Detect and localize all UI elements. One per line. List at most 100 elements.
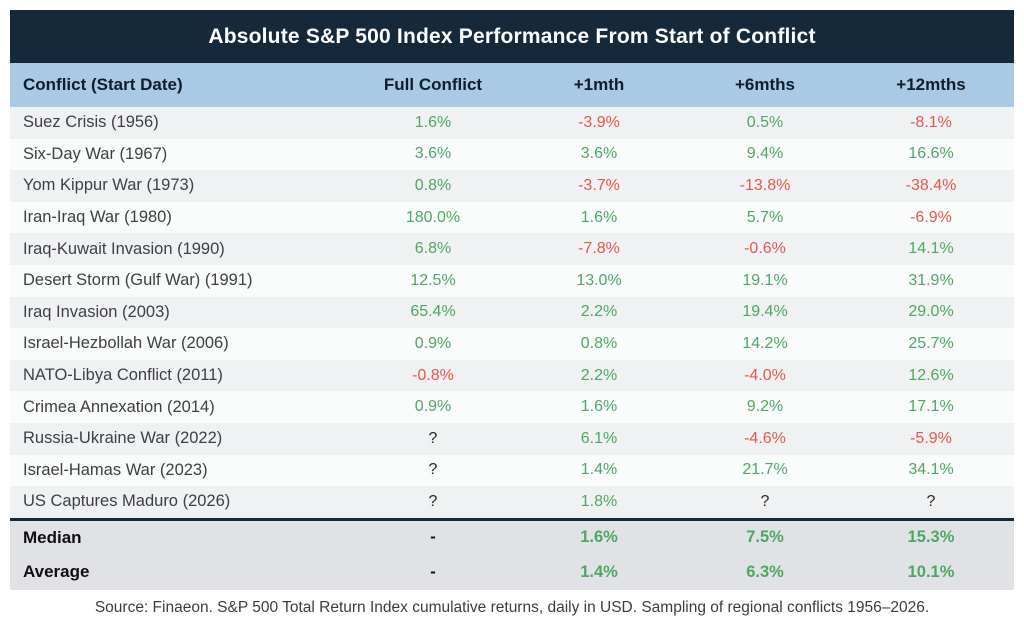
conflict-name-cell: Russia-Ukraine War (2022) bbox=[23, 429, 223, 448]
conflict-name-cell: Israel-Hezbollah War (2006) bbox=[23, 334, 229, 353]
summary-section: Median - 1.6% 7.5% 15.3% Average - 1.4% 6.3% 10.1… bbox=[10, 517, 1014, 590]
source-note: Source: Finaeon. S&P 500 Total Return In… bbox=[94, 598, 930, 616]
value-cell: ? bbox=[428, 492, 438, 510]
value-cell: 7.5% bbox=[746, 528, 784, 547]
value-cell: -3.9% bbox=[578, 113, 620, 131]
value-cell: -0.8% bbox=[412, 366, 454, 384]
value-cell: 3.6% bbox=[414, 145, 452, 163]
value-cell: 12.5% bbox=[410, 271, 456, 289]
table-row: Israel-Hamas War (2023)? 1.4% 21.7% 34.1% bbox=[10, 454, 1014, 487]
value-cell: 180.0% bbox=[405, 208, 461, 226]
conflict-performance-table: Absolute S&P 500 Index Performance From … bbox=[10, 10, 1014, 617]
summary-label-cell: Median bbox=[23, 527, 82, 547]
value-cell: 15.3% bbox=[907, 528, 955, 547]
value-cell: 9.4% bbox=[746, 145, 784, 163]
table-row: Crimea Annexation (2014) 0.9% 1.6% 9.2% 17.1… bbox=[10, 391, 1014, 423]
value-cell: 2.2% bbox=[580, 303, 618, 321]
conflict-name-cell: US Captures Maduro (2026) bbox=[23, 492, 231, 511]
value-cell: 13.0% bbox=[576, 271, 622, 289]
table-row: Desert Storm (Gulf War) (1991) 12.5% 13.0%… bbox=[10, 264, 1014, 297]
value-cell: - bbox=[430, 528, 436, 547]
value-cell: 34.1% bbox=[908, 461, 954, 479]
conflict-name-cell: Suez Crisis (1956) bbox=[23, 113, 159, 132]
value-cell: 14.2% bbox=[742, 334, 788, 352]
table-row: Israel-Hezbollah War (2006) 0.9% 0.8% 14.2%… bbox=[10, 328, 1014, 360]
conflict-name-cell: Israel-Hamas War (2023) bbox=[23, 460, 208, 479]
value-cell: 9.2% bbox=[746, 398, 784, 416]
value-cell: -7.8% bbox=[578, 240, 620, 258]
value-cell: 10.1% bbox=[907, 562, 955, 581]
value-cell: 19.4% bbox=[742, 303, 788, 321]
value-cell: 1.8% bbox=[580, 492, 618, 510]
value-cell: 21.7% bbox=[742, 461, 788, 479]
value-cell: 31.9% bbox=[908, 271, 954, 289]
conflict-name-cell: Iraq Invasion (2003) bbox=[23, 302, 170, 321]
value-cell: - bbox=[430, 562, 436, 581]
value-cell: -6.9% bbox=[910, 208, 952, 226]
value-cell: 0.8% bbox=[414, 176, 452, 194]
value-cell: 1.4% bbox=[580, 461, 618, 479]
summary-label-cell: Average bbox=[23, 562, 90, 582]
conflict-name-cell: Iraq-Kuwait Invasion (1990) bbox=[23, 239, 225, 258]
column-header-row: Conflict (Start Date) Full Conflict +1mt… bbox=[10, 63, 1014, 107]
value-cell: -0.6% bbox=[744, 240, 786, 258]
conflict-name-cell: Iran-Iraq War (1980) bbox=[23, 208, 172, 227]
table-row: Suez Crisis (1956) 1.6% -3.9% 0.5% -8.1% bbox=[10, 107, 1014, 139]
value-cell: 0.9% bbox=[414, 398, 452, 416]
value-cell: ? bbox=[428, 461, 438, 479]
value-cell: 1.6% bbox=[580, 208, 618, 226]
value-cell: 1.6% bbox=[580, 398, 618, 416]
conflict-name-cell: Crimea Annexation (2014) bbox=[23, 397, 215, 416]
value-cell: 5.7% bbox=[746, 208, 784, 226]
value-cell: 0.5% bbox=[746, 113, 784, 131]
value-cell: 6.8% bbox=[414, 240, 452, 258]
value-cell: ? bbox=[760, 492, 770, 510]
value-cell: 6.1% bbox=[580, 429, 618, 447]
value-cell: 1.6% bbox=[580, 528, 618, 547]
value-cell: -38.4% bbox=[905, 176, 957, 194]
page-title: Absolute S&P 500 Index Performance From … bbox=[208, 24, 816, 48]
table-row: Six-Day War (1967) 3.6% 3.6% 9.4% 16.6% bbox=[10, 138, 1014, 171]
value-cell: 65.4% bbox=[410, 303, 456, 321]
column-header-full-conflict: Full Conflict bbox=[383, 75, 483, 94]
value-cell: -5.9% bbox=[910, 429, 952, 447]
value-cell: ? bbox=[428, 429, 438, 447]
table-row: Iraq-Kuwait Invasion (1990) 6.8% -7.8% -0.6… bbox=[10, 233, 1014, 265]
table-row: Yom Kippur War (1973) 0.8% -3.7% -13.8% -38.… bbox=[10, 170, 1014, 202]
value-cell: -4.0% bbox=[744, 366, 786, 384]
value-cell: 0.9% bbox=[414, 334, 452, 352]
value-cell: 0.8% bbox=[580, 334, 618, 352]
value-cell: 6.3% bbox=[746, 562, 784, 581]
table-row: NATO-Libya Conflict (2011) -0.8% 2.2% -4.0%… bbox=[10, 359, 1014, 392]
conflict-name-cell: Desert Storm (Gulf War) (1991) bbox=[23, 271, 253, 290]
table-row: Iran-Iraq War (1980) 180.0% 1.6% 5.7% -6.9% bbox=[10, 201, 1014, 234]
value-cell: 1.4% bbox=[580, 562, 618, 581]
table-row: US Captures Maduro (2026)? 1.8%?? bbox=[10, 486, 1014, 518]
value-cell: 25.7% bbox=[908, 334, 954, 352]
value-cell: ? bbox=[926, 492, 936, 510]
value-cell: 19.1% bbox=[742, 271, 788, 289]
conflict-name-cell: Yom Kippur War (1973) bbox=[23, 176, 195, 195]
column-header-conflict: Conflict (Start Date) bbox=[23, 75, 183, 94]
value-cell: 16.6% bbox=[908, 145, 954, 163]
conflict-name-cell: NATO-Libya Conflict (2011) bbox=[23, 366, 223, 385]
conflict-name-cell: Six-Day War (1967) bbox=[23, 144, 168, 163]
table-row: Iraq Invasion (2003) 65.4% 2.2% 19.4% 29.0% bbox=[10, 296, 1014, 329]
table-row: Average - 1.4% 6.3% 10.1% bbox=[10, 555, 1014, 590]
value-cell: 3.6% bbox=[580, 145, 618, 163]
column-header-12mths: +12mths bbox=[896, 75, 966, 94]
column-header-6mths: +6mths bbox=[735, 75, 795, 94]
value-cell: 2.2% bbox=[580, 366, 618, 384]
value-cell: 1.6% bbox=[414, 113, 452, 131]
column-header-1mth: +1mth bbox=[573, 75, 625, 94]
table-row: Median - 1.6% 7.5% 15.3% bbox=[10, 521, 1014, 556]
table-title-bar: Absolute S&P 500 Index Performance From … bbox=[10, 10, 1014, 63]
table-body: Suez Crisis (1956) 1.6% -3.9% 0.5% -8.1% Six-… bbox=[10, 107, 1014, 518]
value-cell: 29.0% bbox=[908, 303, 954, 321]
value-cell: -3.7% bbox=[578, 176, 620, 194]
value-cell: -4.6% bbox=[744, 429, 786, 447]
value-cell: 14.1% bbox=[908, 240, 954, 258]
value-cell: -8.1% bbox=[910, 113, 952, 131]
value-cell: -13.8% bbox=[739, 176, 791, 194]
value-cell: 12.6% bbox=[908, 366, 954, 384]
